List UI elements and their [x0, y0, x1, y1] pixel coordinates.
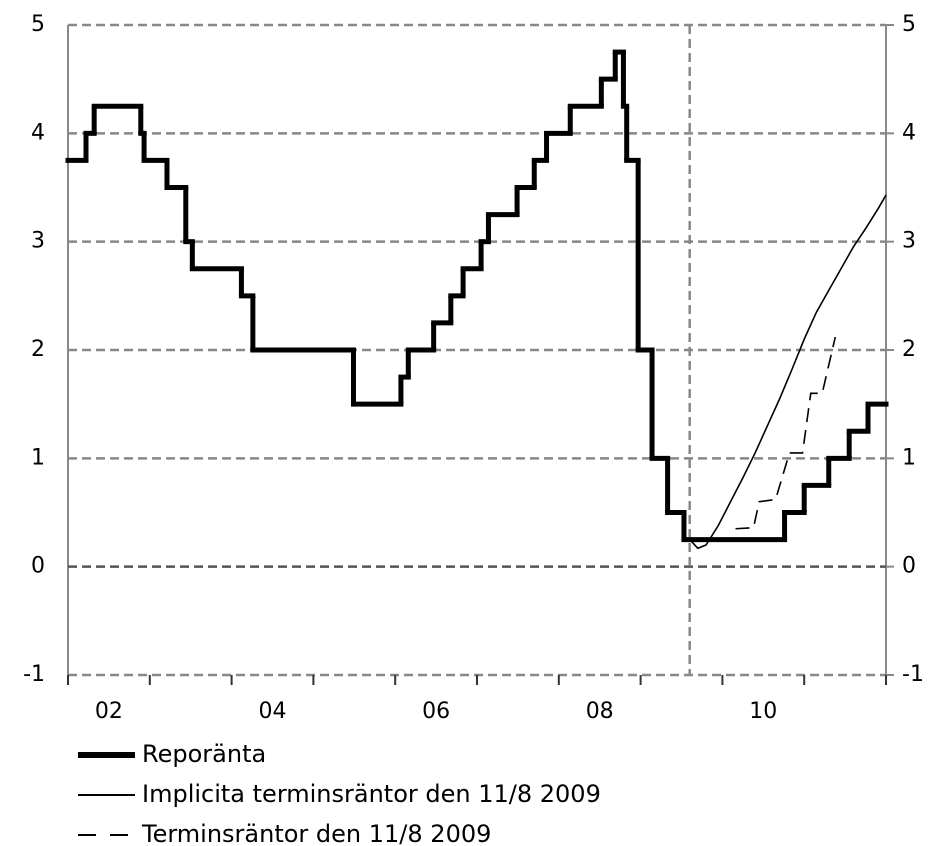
- x-tick-label: 02: [95, 699, 123, 724]
- y2-tick-label: 3: [902, 229, 916, 254]
- legend-label: Terminsräntor den 11/8 2009: [141, 820, 491, 846]
- y2-tick-label: 1: [902, 445, 916, 470]
- legend-label: Reporänta: [142, 740, 266, 768]
- y-tick-label: 5: [31, 12, 45, 37]
- y2-tick-label: 0: [902, 554, 916, 579]
- y-tick-label: 4: [31, 120, 45, 145]
- y-tick-label: -1: [23, 662, 45, 687]
- y2-tick-label: 5: [902, 12, 916, 37]
- legend-label: Implicita terminsräntor den 11/8 2009: [142, 780, 601, 808]
- y-tick-label: 2: [31, 337, 45, 362]
- y2-tick-label: 2: [902, 337, 916, 362]
- y2-tick-label: 4: [902, 120, 916, 145]
- y-tick-label: 0: [31, 554, 45, 579]
- y-tick-label: 3: [31, 229, 45, 254]
- y-tick-label: 1: [31, 445, 45, 470]
- x-tick-label: 04: [259, 699, 287, 724]
- y2-tick-label: -1: [902, 662, 924, 687]
- series-line: [735, 336, 837, 530]
- x-tick-label: 10: [749, 699, 777, 724]
- x-tick-label: 06: [422, 699, 450, 724]
- x-tick-label: 08: [586, 699, 614, 724]
- series-line: [689, 194, 887, 550]
